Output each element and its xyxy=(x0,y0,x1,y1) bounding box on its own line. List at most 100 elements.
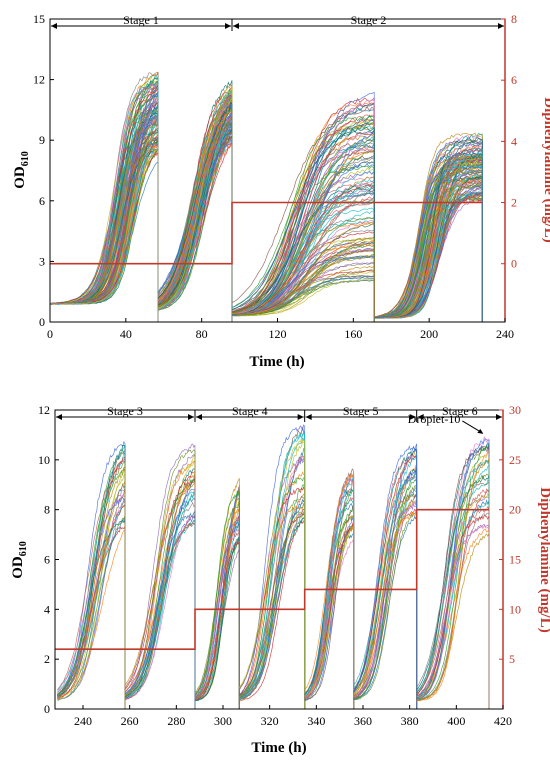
od-growth-curve xyxy=(238,437,306,709)
od-growth-curve xyxy=(353,478,418,709)
y-axis-title: OD610 xyxy=(12,151,31,189)
y2-tick-label: 10 xyxy=(509,602,521,616)
x-tick-label: 80 xyxy=(196,327,208,341)
od-growth-curve xyxy=(157,121,233,322)
od-growth-curve xyxy=(353,467,418,709)
stage-arrows-group: Stage 3 Stage 4 Stage 5 Stage 6 xyxy=(54,404,502,422)
od-growth-curve xyxy=(416,443,490,709)
od-growth-curve xyxy=(239,424,306,709)
od-growth-curve xyxy=(416,441,490,709)
od-growth-curve xyxy=(157,122,233,322)
od-growth-curve xyxy=(232,207,375,322)
od-growth-curve xyxy=(231,184,375,322)
od-growth-curve xyxy=(124,512,196,709)
y-tick-label: 12 xyxy=(38,403,50,417)
chart-stage-3-6: 240 260 280 300 320 340 360 380 400 420 0 2 4 6 8 10 12… xyxy=(10,403,550,756)
od-growth-curve xyxy=(239,458,306,709)
od-growth-curve xyxy=(231,102,375,322)
y-tick-label: 0 xyxy=(44,702,50,716)
od-growth-curve xyxy=(416,514,490,709)
x-tick-label: 40 xyxy=(120,327,132,341)
y2-tick-label: 6 xyxy=(511,73,517,87)
od-growth-curve xyxy=(157,102,233,322)
stage-arrow-head-left xyxy=(51,23,57,29)
od-growth-curve xyxy=(157,88,233,322)
od-growth-curve xyxy=(124,509,196,709)
y-tick-label: 0 xyxy=(39,315,45,329)
y2-tick-label: 20 xyxy=(509,503,521,517)
od-growth-curve xyxy=(416,451,490,709)
od-growth-curve xyxy=(239,508,306,709)
od-growth-curve xyxy=(353,443,418,709)
y2-tick-group: 5 10 15 20 25 30 xyxy=(499,403,521,666)
x-tick-label: 340 xyxy=(307,714,325,728)
od-growth-curve xyxy=(194,536,240,709)
stage-arrow-head-right xyxy=(297,414,304,420)
od-growth-curve xyxy=(353,496,418,709)
od-growth-curve xyxy=(194,528,240,709)
od-growth-curve xyxy=(57,496,126,709)
od-growth-curve xyxy=(353,493,418,709)
od-growth-curve xyxy=(416,435,490,709)
x-tick-label: 400 xyxy=(447,714,465,728)
x-tick-label: 300 xyxy=(214,714,232,728)
od-growth-curve xyxy=(231,147,375,322)
od-growth-curve xyxy=(304,472,355,709)
od-growth-curve xyxy=(231,277,375,322)
od-growth-curve xyxy=(124,470,196,709)
od-growth-curve xyxy=(231,132,375,322)
x-tick-label: 320 xyxy=(261,714,279,728)
stage-arrows-group: Stage 1 Stage 2 xyxy=(49,13,504,31)
od-growth-curve xyxy=(231,256,375,322)
stage-arrow-head-left xyxy=(305,414,312,420)
y-tick-group: 0 2 4 6 8 10 12 xyxy=(38,403,59,716)
x-axis-title: Time (h) xyxy=(251,740,306,756)
diphenylamine-step-group xyxy=(50,201,483,265)
stage-label: Stage 2 xyxy=(351,13,387,27)
od-growth-curve xyxy=(157,124,233,322)
od-growth-curve xyxy=(239,471,306,709)
od-growth-curve xyxy=(124,522,196,709)
x-tick-label: 0 xyxy=(47,327,53,341)
diphenylamine-step-group xyxy=(55,508,489,650)
od-growth-curve xyxy=(124,452,196,709)
od-growth-curve xyxy=(353,511,418,709)
od-growth-curve xyxy=(231,150,375,322)
od-growth-curve xyxy=(194,523,240,709)
od-growth-curve xyxy=(416,445,490,709)
od-growth-curve xyxy=(231,221,375,322)
y2-tick-label: 8 xyxy=(511,12,517,26)
od-growth-curve xyxy=(57,494,126,709)
od-growth-curve xyxy=(239,517,306,709)
od-growth-curve xyxy=(416,523,490,709)
od-growth-curve xyxy=(353,455,418,709)
diphenylamine-step-line xyxy=(55,508,489,650)
od-growth-curve xyxy=(57,468,126,709)
od-growth-curve xyxy=(416,488,490,709)
od-growth-curve xyxy=(231,171,375,322)
od-growth-curve xyxy=(239,512,306,709)
od-growth-curve xyxy=(239,482,306,709)
y2-tick-label: 0 xyxy=(511,257,517,271)
od-growth-curve xyxy=(416,459,490,709)
y2-axis-title: Diphenylamine (mg/L) xyxy=(541,97,550,242)
od-growth-curve xyxy=(353,448,418,709)
droplet-annotation-label: Droplet-10 xyxy=(408,412,461,426)
stage-arrow-head-right xyxy=(498,23,504,29)
od-growth-curve xyxy=(157,110,233,322)
y-tick-label: 6 xyxy=(44,553,50,567)
y2-tick-label: 4 xyxy=(511,134,517,148)
y-tick-label: 9 xyxy=(39,133,45,147)
x-tick-label: 260 xyxy=(121,714,139,728)
od-growth-curve xyxy=(49,147,159,322)
x-tick-label: 200 xyxy=(420,327,438,341)
y2-tick-label: 2 xyxy=(511,196,517,210)
x-tick-group: 240 260 280 300 320 340 360 380 400 420 xyxy=(74,705,512,728)
od-growth-curve xyxy=(416,505,490,709)
y-tick-label: 3 xyxy=(39,254,45,268)
od-growth-curve xyxy=(57,488,126,709)
od-growth-curve xyxy=(353,483,418,709)
droplet-annotation-arrowhead xyxy=(477,428,484,434)
x-tick-label: 120 xyxy=(269,327,287,341)
